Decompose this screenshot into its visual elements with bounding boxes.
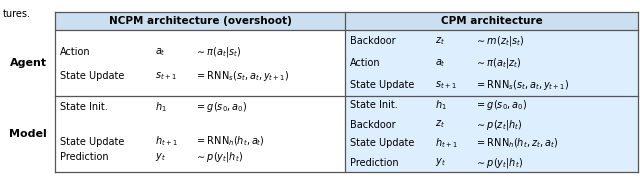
- Text: $= \mathrm{RNN}_h(h_t, z_t, a_t)$: $= \mathrm{RNN}_h(h_t, z_t, a_t)$: [475, 137, 558, 150]
- Text: $h_1$: $h_1$: [155, 100, 167, 114]
- Bar: [55, 12, 638, 30]
- Text: $\sim p(y_t|h_t)$: $\sim p(y_t|h_t)$: [195, 150, 243, 164]
- Text: State Init.: State Init.: [350, 100, 397, 110]
- Text: CPM architecture: CPM architecture: [440, 16, 542, 26]
- Text: $y_t$: $y_t$: [155, 151, 166, 163]
- Text: $\sim \pi(a_t|z_t)$: $\sim \pi(a_t|z_t)$: [475, 56, 522, 70]
- Text: Backdoor: Backdoor: [350, 36, 396, 46]
- Text: $\sim p(y_t|h_t)$: $\sim p(y_t|h_t)$: [475, 155, 523, 169]
- Text: $\sim \pi(a_t|s_t)$: $\sim \pi(a_t|s_t)$: [195, 45, 242, 59]
- Text: $h_{t+1}$: $h_{t+1}$: [435, 137, 458, 150]
- Text: $= \mathrm{RNN}_h(h_t, a_t)$: $= \mathrm{RNN}_h(h_t, a_t)$: [195, 135, 265, 148]
- Text: Action: Action: [350, 58, 381, 68]
- Text: State Init.: State Init.: [60, 102, 108, 112]
- Text: Action: Action: [60, 47, 91, 57]
- Text: tures.: tures.: [3, 9, 31, 19]
- Text: $h_1$: $h_1$: [435, 99, 447, 112]
- Text: $s_{t+1}$: $s_{t+1}$: [435, 79, 457, 91]
- Text: State Update: State Update: [60, 137, 124, 147]
- Text: State Update: State Update: [60, 71, 124, 81]
- Text: $= g(s_0, a_0)$: $= g(s_0, a_0)$: [475, 98, 527, 112]
- Text: State Update: State Update: [350, 80, 414, 90]
- Text: $= g(s_0, a_0)$: $= g(s_0, a_0)$: [195, 100, 247, 114]
- Text: $h_{t+1}$: $h_{t+1}$: [155, 135, 178, 149]
- Text: $y_t$: $y_t$: [435, 157, 446, 169]
- Text: $= \mathrm{RNN}_s(s_t, a_t, y_{t+1})$: $= \mathrm{RNN}_s(s_t, a_t, y_{t+1})$: [475, 78, 570, 92]
- Text: $a_t$: $a_t$: [435, 57, 446, 69]
- Text: $s_{t+1}$: $s_{t+1}$: [155, 70, 177, 82]
- Text: NCPM architecture (overshoot): NCPM architecture (overshoot): [109, 16, 291, 26]
- Text: $a_t$: $a_t$: [155, 46, 166, 58]
- Text: Agent: Agent: [10, 58, 47, 68]
- Text: $z_t$: $z_t$: [435, 35, 445, 47]
- Bar: [345, 30, 638, 172]
- Text: $\sim m(z_t|s_t)$: $\sim m(z_t|s_t)$: [475, 34, 525, 48]
- Text: Prediction: Prediction: [60, 152, 109, 162]
- Text: Prediction: Prediction: [350, 157, 399, 167]
- Text: State Update: State Update: [350, 139, 414, 149]
- Text: Backdoor: Backdoor: [350, 120, 396, 130]
- Text: $\sim p(z_t|h_t)$: $\sim p(z_t|h_t)$: [475, 118, 522, 132]
- Text: Model: Model: [9, 129, 47, 139]
- Text: $= \mathrm{RNN}_s(s_t, a_t, y_{t+1})$: $= \mathrm{RNN}_s(s_t, a_t, y_{t+1})$: [195, 69, 289, 83]
- Text: $z_t$: $z_t$: [435, 119, 445, 130]
